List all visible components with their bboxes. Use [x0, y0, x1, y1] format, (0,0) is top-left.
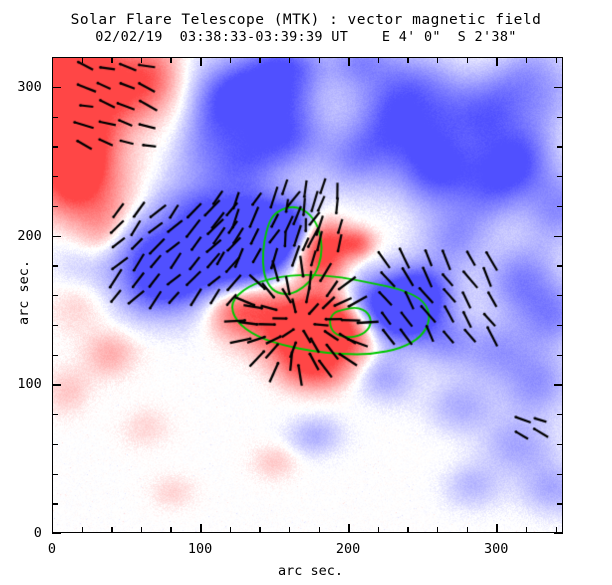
y-tick-label: 100 — [17, 376, 42, 393]
x-tick-label: 0 — [47, 541, 57, 557]
x-axis-label: arc sec. — [278, 563, 344, 579]
tick-mark — [557, 146, 563, 148]
tick-mark — [557, 414, 563, 416]
tick-mark — [52, 205, 58, 208]
tick-mark — [52, 324, 58, 327]
tick-mark — [496, 57, 498, 66]
tick-mark — [557, 295, 563, 297]
y-axis-label: arc sec. — [16, 259, 32, 325]
tick-mark — [466, 527, 469, 533]
tick-mark — [140, 527, 143, 533]
tick-mark — [52, 235, 61, 237]
tick-mark — [525, 57, 528, 63]
tick-mark — [200, 524, 202, 533]
tick-mark — [554, 235, 563, 237]
tick-mark — [554, 533, 563, 535]
tick-mark — [318, 527, 320, 533]
tick-mark — [52, 503, 58, 505]
tick-mark — [466, 57, 469, 63]
tick-mark — [81, 57, 83, 63]
tick-mark — [348, 57, 350, 66]
tick-mark — [52, 384, 61, 386]
x-tick-label: 300 — [484, 541, 509, 557]
tick-mark — [557, 116, 563, 118]
tick-mark — [407, 527, 409, 533]
tick-mark — [555, 527, 557, 533]
tick-mark — [407, 57, 409, 63]
x-tick-label: 100 — [187, 541, 213, 557]
tick-mark — [288, 57, 291, 63]
y-tick-label: 200 — [17, 227, 42, 244]
tick-mark — [525, 527, 528, 533]
y-tick-label: 300 — [17, 78, 42, 95]
tick-mark — [557, 265, 563, 267]
title-line-2: 02/02/19 03:38:33-03:39:39 UT E 4' 0" S … — [95, 29, 517, 45]
tick-mark — [437, 57, 439, 63]
plot-area — [52, 57, 563, 533]
tick-mark — [52, 265, 58, 267]
tick-mark — [52, 414, 58, 416]
tick-mark — [81, 527, 83, 533]
tick-mark — [437, 527, 439, 533]
tick-mark — [496, 524, 498, 533]
tick-mark — [557, 503, 563, 505]
tick-mark — [52, 57, 54, 66]
tick-mark — [111, 527, 113, 533]
tick-mark — [288, 527, 291, 533]
tick-mark — [557, 324, 563, 327]
vector-and-contour-overlay — [53, 58, 562, 532]
tick-mark — [52, 533, 61, 535]
tick-mark — [229, 527, 232, 533]
tick-mark — [555, 57, 557, 63]
tick-mark — [52, 354, 58, 356]
tick-mark — [554, 384, 563, 386]
tick-mark — [557, 57, 563, 59]
tick-mark — [52, 473, 58, 475]
tick-mark — [52, 57, 58, 59]
tick-mark — [52, 86, 61, 89]
tick-mark — [557, 205, 563, 208]
tick-mark — [52, 295, 58, 297]
tick-mark — [554, 86, 563, 89]
tick-mark — [229, 57, 232, 63]
tick-mark — [170, 57, 172, 63]
tick-mark — [52, 146, 58, 148]
tick-mark — [52, 176, 58, 178]
title-line-1: Solar Flare Telescope (MTK) : vector mag… — [70, 12, 542, 28]
tick-mark — [111, 57, 113, 63]
tick-mark — [318, 57, 320, 63]
tick-mark — [557, 176, 563, 178]
tick-mark — [557, 354, 563, 356]
tick-mark — [348, 524, 350, 533]
y-tick-label: 0 — [33, 525, 42, 541]
tick-mark — [557, 443, 563, 446]
tick-mark — [52, 443, 58, 446]
tick-mark — [557, 473, 563, 475]
x-tick-label: 200 — [335, 541, 361, 557]
tick-mark — [170, 527, 172, 533]
tick-mark — [259, 527, 261, 533]
tick-mark — [200, 57, 202, 66]
tick-mark — [52, 116, 58, 118]
tick-mark — [259, 57, 261, 63]
figure-title: Solar Flare Telescope (MTK) : vector mag… — [0, 12, 612, 46]
tick-mark — [140, 57, 143, 63]
tick-mark — [377, 527, 380, 533]
tick-mark — [377, 57, 380, 63]
tick-mark — [52, 524, 54, 533]
